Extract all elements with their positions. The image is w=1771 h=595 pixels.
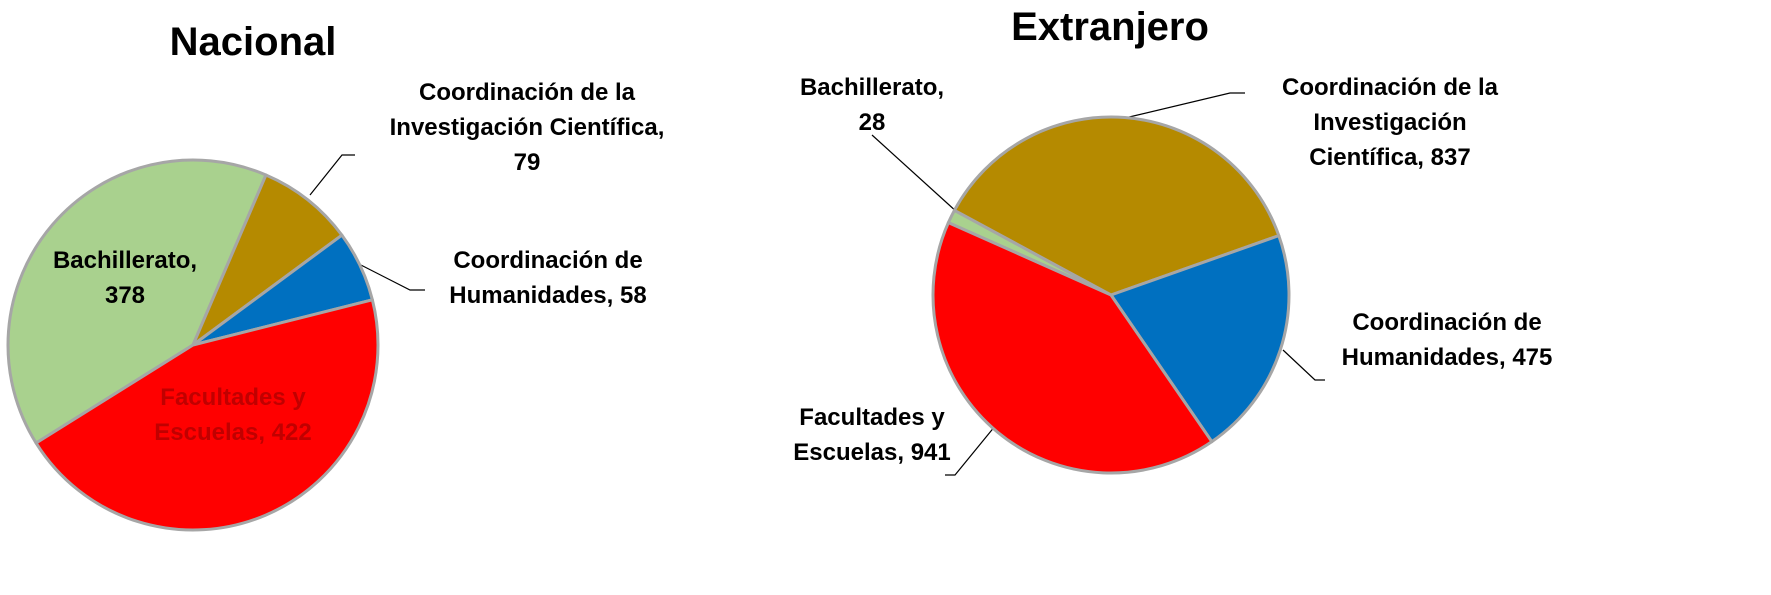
data-label: Coordinación de Humanidades, 475 [1317,305,1577,375]
slice-category: Coordinación de la Investigación Científ… [1281,74,1499,171]
slice-value: 837 [1430,144,1471,171]
pie-slice [952,115,1281,297]
leader-line [309,154,355,196]
pie-slice [1109,234,1291,444]
slice-value: 28 [858,109,886,136]
data-label: Facultades y Escuelas, 941 [762,400,982,470]
leader-line [945,419,1001,476]
slice-value: 422 [271,419,312,446]
data-label: Coordinación de Humanidades, 58 [418,243,678,313]
slice-category: Coordinación de Humanidades, [1341,309,1542,371]
data-label: Coordinación de la Investigación Científ… [372,75,682,180]
data-label: Coordinación de la Investigación Científ… [1265,70,1515,175]
slice-value: 941 [910,439,951,466]
pie-slice [6,158,268,445]
slice-category: Bachillerato, [799,74,945,101]
slice-value: 58 [620,282,647,309]
data-label: Bachillerato, 378 [15,243,235,313]
slice-value: 475 [1512,344,1553,371]
data-label: Facultades y Escuelas, 422 [123,380,343,450]
slice-value: 378 [104,282,146,309]
chart-title: Extranjero [1011,5,1209,49]
chart-title: Nacional [169,20,337,64]
slice-category: Coordinación de la Investigación Científ… [389,79,665,141]
leader-line [1282,349,1325,381]
slice-category: Facultades y Escuelas, [154,384,306,446]
leader-line [1124,92,1245,119]
leader-line [871,134,959,214]
slice-category: Coordinación de Humanidades, [449,247,643,309]
slice-category: Facultades y Escuelas, [793,404,945,466]
slice-value: 79 [513,149,541,176]
pie-slice [931,221,1214,475]
leader-line [354,261,425,291]
pie-slice [34,298,380,532]
data-label: Bachillerato, 28 [772,70,972,140]
leader-lines [309,92,1325,476]
pie-slice [191,173,344,347]
slice-category: Bachillerato, [52,247,198,274]
